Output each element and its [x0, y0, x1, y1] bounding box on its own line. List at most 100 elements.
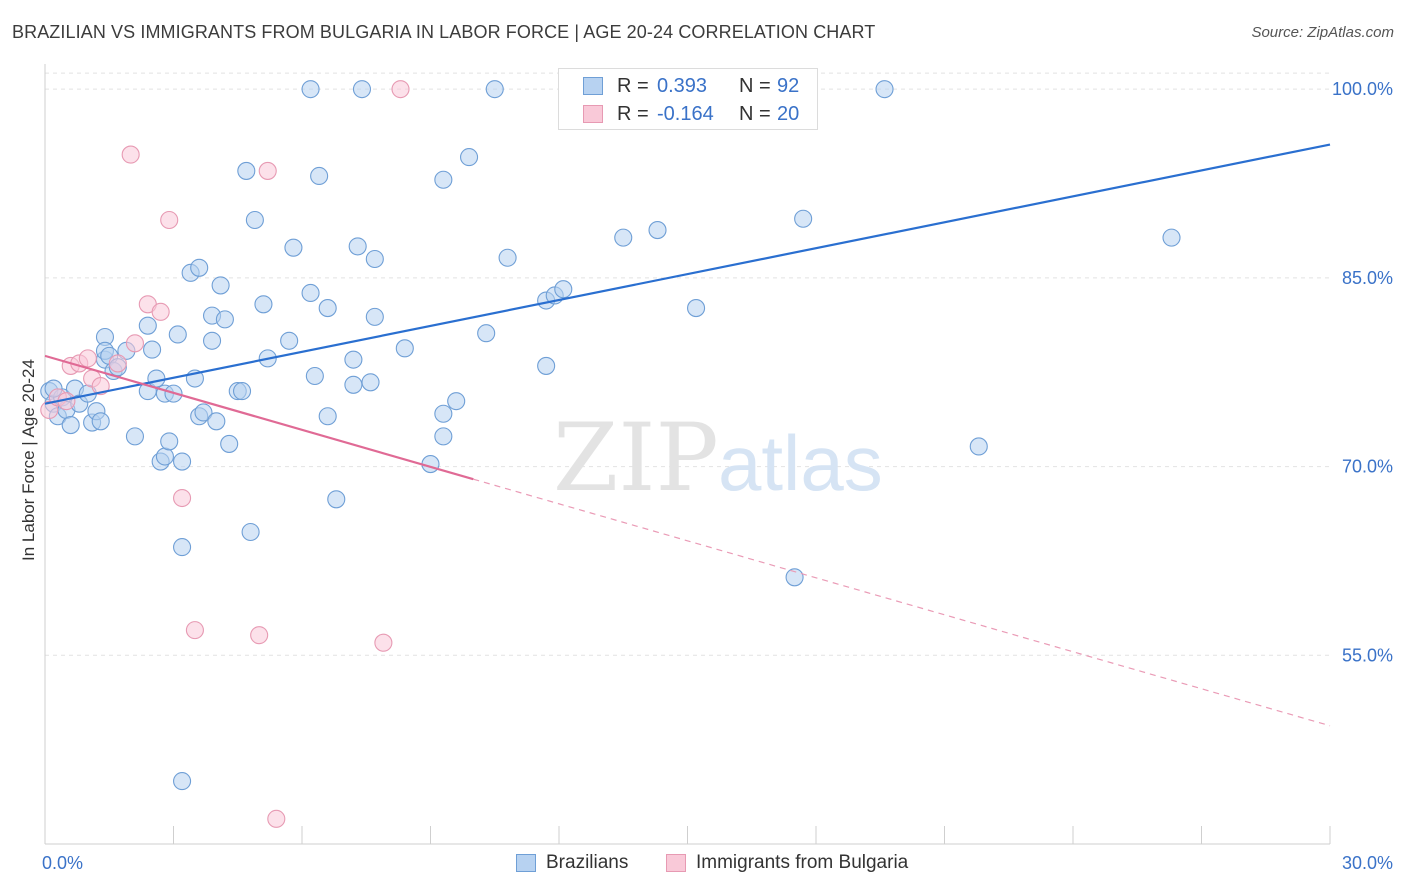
point-bulgaria: [91, 377, 110, 396]
bottom-legend-brazilians[interactable]: Brazilians: [516, 852, 628, 874]
point-brazilians: [138, 316, 157, 335]
legend-r-label: R =: [617, 74, 649, 97]
legend-n-label: N =: [739, 102, 771, 125]
point-brazilians: [344, 375, 363, 394]
point-brazilians: [245, 210, 264, 230]
point-brazilians: [327, 490, 346, 509]
point-brazilians: [434, 404, 453, 423]
trend-line-bulgaria: [44, 354, 474, 481]
point-bulgaria: [185, 621, 204, 640]
point-bulgaria: [258, 161, 277, 180]
point-brazilians: [125, 427, 144, 446]
point-brazilians: [173, 772, 192, 791]
point-brazilians: [310, 166, 329, 186]
point-bulgaria: [40, 400, 59, 420]
point-bulgaria: [391, 80, 410, 99]
legend-row-brazilians: R = 0.393 N = 92: [583, 74, 799, 98]
legend-r-value: 0.393: [657, 74, 708, 97]
legend-row-bulgaria: R = -0.164 N = 20: [583, 102, 799, 126]
bottom-legend: Brazilians Immigrants from Bulgaria: [0, 852, 1406, 878]
series-brazilians: [40, 80, 1181, 791]
x-tick-label: 30.0%: [1342, 853, 1393, 873]
trend-lines: [44, 143, 1331, 727]
point-brazilians: [203, 331, 222, 350]
point-brazilians: [614, 228, 633, 247]
point-brazilians: [280, 331, 299, 350]
point-brazilians: [284, 238, 303, 257]
point-bulgaria: [267, 809, 286, 828]
point-brazilians: [485, 80, 504, 99]
y-tick-label: 70.0%: [1342, 457, 1393, 477]
y-tick-label: 55.0%: [1342, 645, 1393, 665]
point-brazilians: [537, 356, 556, 375]
legend-swatch-pink: [666, 854, 686, 872]
trend-line-brazilians: [44, 143, 1331, 405]
legend: R = 0.393 N = 92 R = -0.164 N = 20: [558, 68, 818, 130]
point-brazilians: [794, 209, 813, 228]
point-bulgaria: [125, 334, 144, 353]
point-brazilians: [168, 325, 187, 344]
legend-swatch-pink: [583, 105, 603, 123]
y-axis-label: In Labor Force | Age 20-24: [19, 359, 38, 561]
point-brazilians: [554, 280, 573, 299]
watermark-atlas: atlas: [718, 419, 883, 507]
x-tick-label: 0.0%: [42, 853, 83, 873]
point-brazilians: [155, 447, 174, 466]
series-bulgaria: [40, 80, 410, 828]
point-brazilians: [194, 403, 213, 422]
legend-n-value: 20: [777, 102, 800, 125]
point-brazilians: [318, 299, 337, 318]
point-bulgaria: [250, 626, 269, 645]
point-brazilians: [190, 258, 209, 277]
trend-line-bulgaria-extended: [473, 478, 1331, 727]
point-brazilians: [459, 148, 479, 167]
point-brazilians: [147, 369, 166, 388]
source-label: Source: ZipAtlas.com: [1251, 24, 1394, 41]
point-brazilians: [173, 452, 192, 471]
point-brazilians: [498, 248, 517, 267]
point-bulgaria: [160, 210, 179, 230]
point-brazilians: [785, 568, 804, 587]
tick-labels: 55.0% 70.0% 85.0% 100.0% 0.0% 30.0%: [42, 79, 1393, 873]
point-brazilians: [237, 161, 256, 180]
point-bulgaria: [78, 349, 97, 368]
legend-r-label: R =: [617, 102, 649, 125]
point-brazilians: [365, 307, 384, 326]
legend-n-label: N =: [739, 74, 771, 97]
point-brazilians: [361, 373, 380, 392]
bottom-legend-bulgaria[interactable]: Immigrants from Bulgaria: [666, 852, 908, 874]
point-brazilians: [220, 434, 239, 453]
legend-r-value: -0.164: [657, 102, 714, 125]
point-bulgaria: [151, 302, 170, 321]
legend-n-value: 92: [777, 74, 800, 97]
point-brazilians: [969, 437, 988, 456]
point-brazilians: [215, 310, 234, 329]
point-brazilians: [91, 412, 110, 431]
point-brazilians: [365, 249, 384, 269]
point-brazilians: [241, 522, 260, 542]
point-brazilians: [687, 299, 706, 318]
bottom-legend-label: Brazilians: [546, 852, 629, 873]
point-brazilians: [301, 80, 320, 99]
point-brazilians: [1162, 228, 1181, 247]
axes: [44, 64, 1331, 845]
legend-swatch-blue: [516, 854, 536, 872]
point-brazilians: [434, 427, 453, 446]
point-brazilians: [173, 538, 192, 557]
point-brazilians: [143, 340, 162, 359]
bottom-legend-label: Immigrants from Bulgaria: [696, 852, 909, 873]
point-brazilians: [875, 80, 894, 99]
point-brazilians: [395, 339, 414, 358]
point-brazilians: [352, 80, 372, 99]
legend-swatch-blue: [583, 77, 603, 95]
point-brazilians: [207, 412, 226, 431]
point-brazilians: [61, 416, 80, 435]
point-brazilians: [305, 366, 324, 386]
point-brazilians: [232, 382, 252, 401]
point-bulgaria: [108, 354, 127, 373]
chart-title: BRAZILIAN VS IMMIGRANTS FROM BULGARIA IN…: [12, 22, 876, 42]
point-bulgaria: [374, 633, 393, 652]
watermark-zip: ZIP: [553, 404, 719, 513]
point-brazilians: [160, 432, 179, 451]
